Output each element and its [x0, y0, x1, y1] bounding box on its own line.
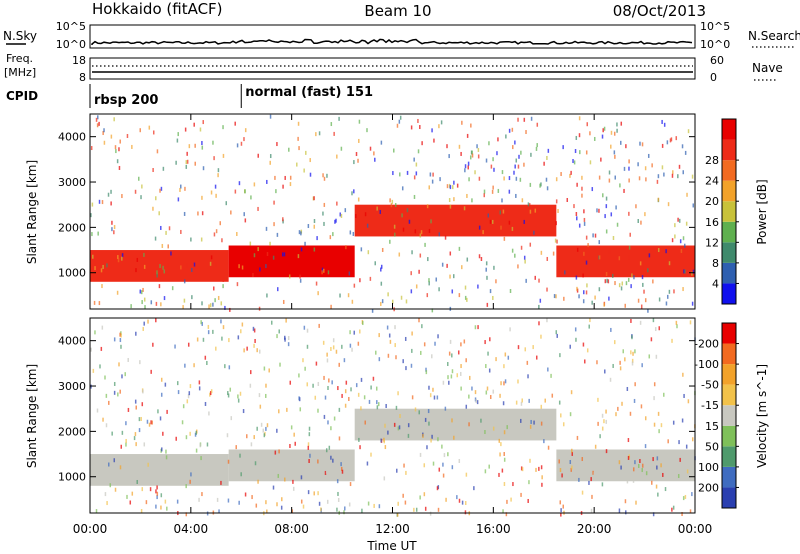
echo-band: [228, 449, 355, 482]
y-tick-label: 4000: [58, 335, 86, 348]
nsky-tick-bottom: 10^0: [56, 38, 86, 51]
velocity-xlabel: Time UT: [366, 539, 417, 553]
colorbar-tick-label: 20: [705, 195, 719, 208]
echo-band: [556, 245, 695, 278]
nsky-tick-top: 10^5: [56, 20, 86, 33]
colorbar-tick-label: 8: [712, 257, 719, 270]
title: Hokkaido (fitACF): [92, 0, 223, 18]
echo-band: [228, 245, 355, 278]
nsky-label: N.Sky: [3, 29, 37, 43]
nsky-right-tick-bottom: 10^0: [700, 38, 730, 51]
freq-tick-8: 8: [79, 71, 86, 84]
x-tick-label: 12:00: [375, 522, 410, 536]
cpid-label: CPID: [6, 89, 38, 103]
colorbar-tick-label: 100: [698, 461, 719, 474]
freq-label-top: Freq.: [6, 52, 33, 65]
x-tick-label: 20:00: [577, 522, 612, 536]
x-tick-label: 04:00: [174, 522, 209, 536]
colorbar-tick-label: 200: [698, 481, 719, 494]
colorbar-tick-label: 4: [712, 277, 719, 290]
freq-panel: Freq. [MHz] 18 8 60 0 Nave: [4, 52, 783, 84]
beam-label: Beam 10: [364, 2, 431, 20]
echo-band: [354, 408, 557, 441]
echo-band: [90, 454, 229, 486]
y-tick-label: 1000: [58, 267, 86, 280]
y-tick-label: 2000: [58, 425, 86, 438]
velocity-plot-area: [90, 318, 696, 517]
echo-band: [354, 204, 557, 237]
colorbar-tick-label: -100: [694, 358, 719, 371]
velocity-panel: 1000 2000 3000 4000 00:00 04:00 08:00 12:00 16:…: [25, 114, 769, 553]
y-tick-label: 3000: [58, 176, 86, 189]
velocity-colorbar: 200 100 50 15 -15 -50 -100 -200: [694, 322, 739, 509]
cpid-segment-rbsp: rbsp 200: [94, 93, 158, 108]
velocity-ylabel: Slant Range [km]: [25, 364, 39, 468]
y-tick-label: 4000: [58, 131, 86, 144]
cpid-segment-normal: normal (fast) 151: [245, 85, 373, 100]
colorbar-tick-label: -15: [701, 399, 719, 412]
colorbar-tick-label: 28: [705, 154, 719, 167]
power-panel: 1000 2000 3000 4000 Slant Range [km] 4 8 12 16…: [25, 113, 769, 313]
date-label: 08/Oct/2013: [613, 2, 706, 20]
nave-tick-60: 60: [710, 54, 724, 67]
nsky-panel: N.Sky 10^5 10^0 10^5 10^0 N.Search: [3, 20, 800, 51]
colorbar-tick-label: 15: [705, 420, 719, 433]
power-plot-area: [90, 114, 695, 313]
y-tick-label: 2000: [58, 221, 86, 234]
nsky-trace: [91, 38, 693, 45]
velocity-colorbar-label: Velocity [m s^-1]: [755, 364, 769, 468]
colorbar-tick-label: -200: [694, 338, 719, 351]
x-tick-label: 00:00: [73, 522, 108, 536]
freq-label-bottom: [MHz]: [4, 66, 36, 79]
cpid-panel: CPID rbsp 200 normal (fast) 151: [6, 84, 373, 108]
colorbar-tick-label: 24: [705, 175, 719, 188]
echo-band: [556, 449, 695, 482]
power-ylabel: Slant Range [km]: [25, 160, 39, 264]
nsearch-label: N.Search: [748, 29, 800, 43]
nsky-right-tick-top: 10^5: [700, 20, 730, 33]
y-tick-label: 1000: [58, 471, 86, 484]
nave-label: Nave: [752, 61, 783, 75]
colorbar-tick-label: 16: [705, 216, 719, 229]
colorbar-tick-label: -50: [701, 379, 719, 392]
x-tick-label: 16:00: [476, 522, 511, 536]
colorbar-tick-label: 50: [705, 440, 719, 453]
nave-tick-0: 0: [710, 71, 717, 84]
y-tick-label: 3000: [58, 380, 86, 393]
power-colorbar-label: Power [dB]: [755, 179, 769, 244]
power-colorbar: 4 8 12 16 20 24 28: [705, 118, 739, 305]
colorbar-tick-label: 12: [705, 236, 719, 249]
x-tick-label: 08:00: [274, 522, 309, 536]
x-tick-label: 00:00: [678, 522, 713, 536]
freq-tick-18: 18: [72, 54, 86, 67]
